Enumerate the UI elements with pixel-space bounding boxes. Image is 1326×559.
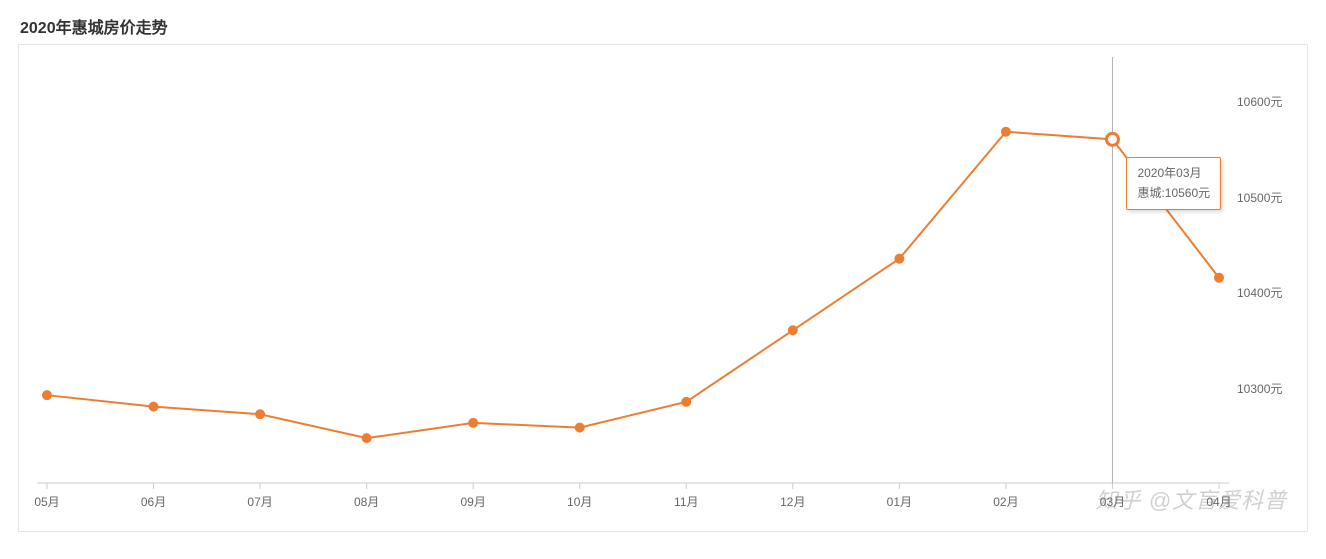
x-tick-label: 10月 bbox=[567, 493, 592, 510]
chart-title: 2020年惠城房价走势 bbox=[20, 14, 1308, 38]
y-tick-label: 10300元 bbox=[1237, 380, 1282, 397]
x-tick-label: 06月 bbox=[141, 493, 166, 510]
y-tick-label: 10600元 bbox=[1237, 93, 1282, 110]
y-tick-label: 10400元 bbox=[1237, 284, 1282, 301]
x-tick-label: 11月 bbox=[674, 493, 698, 510]
x-tick-label: 09月 bbox=[460, 493, 485, 510]
tooltip-line-date: 2020年03月 bbox=[1137, 164, 1210, 183]
chart-container: 10300元 10400元 10500元 10600元 05月 06月 07月 08月 09月… bbox=[18, 44, 1308, 532]
x-tick-label: 08月 bbox=[354, 493, 379, 510]
x-tick-label: 12月 bbox=[780, 493, 805, 510]
y-tick-label: 10500元 bbox=[1237, 189, 1282, 206]
chart-tooltip: 2020年03月 惠城:10560元 bbox=[1126, 157, 1221, 209]
x-tick-label: 04月 bbox=[1206, 493, 1231, 510]
x-tick-label: 02月 bbox=[993, 493, 1018, 510]
x-tick-label: 03月 bbox=[1100, 493, 1125, 510]
x-tick-label: 07月 bbox=[247, 493, 272, 510]
line-chart-svg bbox=[19, 45, 1309, 533]
tooltip-line-value: 惠城:10560元 bbox=[1137, 184, 1210, 203]
x-tick-label: 01月 bbox=[887, 493, 912, 510]
x-tick-label: 05月 bbox=[34, 493, 59, 510]
